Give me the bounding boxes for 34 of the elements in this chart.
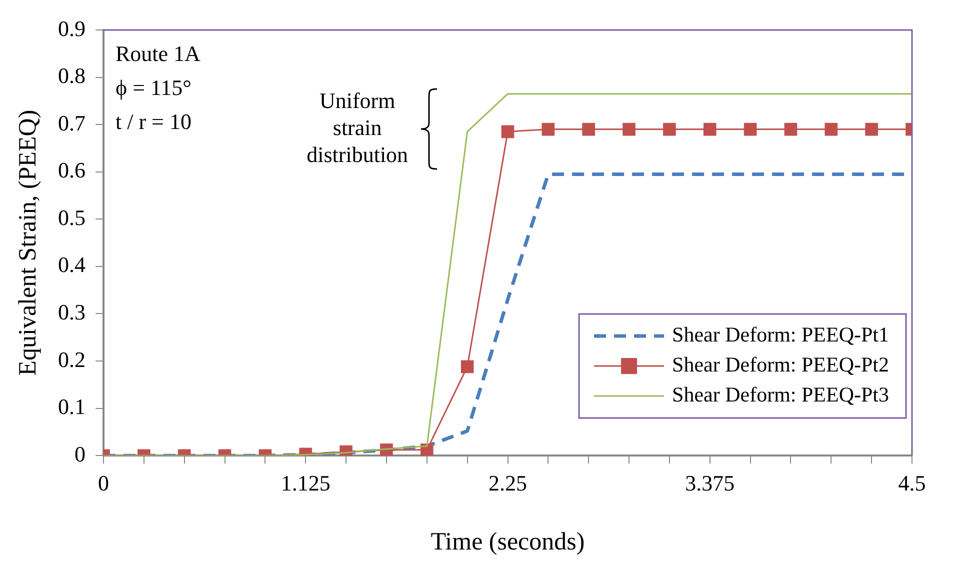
- y-tick-label: 0.3: [58, 300, 86, 325]
- x-tick-label: 4.5: [898, 470, 926, 496]
- point: [501, 125, 514, 138]
- legend-label: Shear Deform: PEEQ-Pt3: [672, 382, 890, 407]
- y-tick-label: 0.4: [58, 252, 86, 278]
- y-tick-label: 0.9: [58, 16, 86, 41]
- point: [622, 122, 636, 136]
- x-axis-title: Time (seconds): [430, 528, 585, 556]
- x-tick-label: 1.125: [280, 470, 330, 496]
- y-tick-label: 0.5: [58, 204, 86, 230]
- annotation: Route 1A: [116, 40, 201, 66]
- x-tick-label: 0: [98, 470, 109, 496]
- point: [824, 122, 838, 136]
- y-tick-label: 0.2: [58, 346, 86, 372]
- legend-label: Shear Deform: PEEQ-Pt2: [672, 352, 890, 377]
- y-tick-label: 0: [74, 441, 86, 466]
- legend-label: Shear Deform: PEEQ-Pt1: [672, 322, 890, 347]
- point: [582, 122, 596, 136]
- y-tick-label: 0.8: [58, 63, 86, 88]
- annotation: ϕ = 115°: [116, 74, 192, 100]
- point: [744, 122, 757, 136]
- y-tick-label: 0.7: [58, 110, 86, 136]
- point: [542, 122, 555, 136]
- x-tick-label: 3.375: [685, 470, 735, 496]
- y-axis-title: Equivalent Strain, (PEEQ): [14, 110, 42, 376]
- annotation: t / r = 10: [116, 108, 192, 134]
- y-tick-label: 0.1: [58, 394, 86, 420]
- annotation: Uniform strain distribution: [306, 88, 408, 168]
- point: [663, 122, 676, 136]
- point: [865, 122, 878, 136]
- x-tick-label: 2.25: [488, 470, 527, 496]
- point: [703, 122, 716, 136]
- point: [784, 122, 798, 136]
- y-tick-label: 0.6: [58, 158, 86, 183]
